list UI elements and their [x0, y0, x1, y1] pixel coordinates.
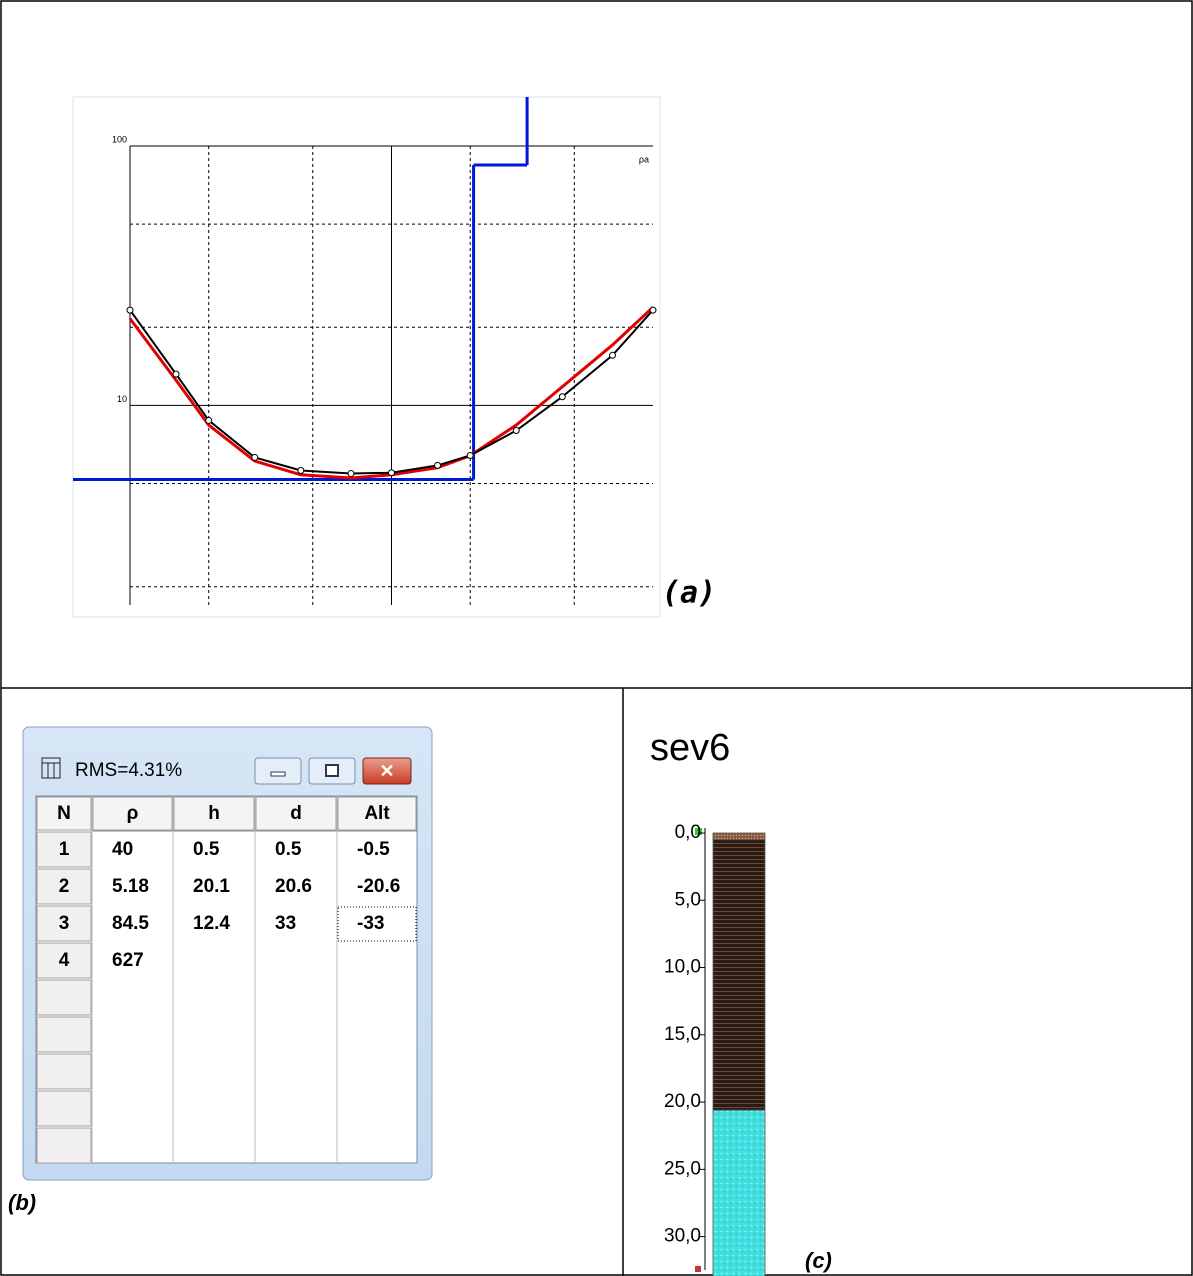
column-header-text: N: [57, 803, 71, 824]
data-point: [252, 454, 258, 460]
data-point: [127, 307, 133, 313]
cell: 33: [275, 913, 296, 934]
cell: 84.5: [112, 913, 149, 934]
row-header: [37, 1128, 91, 1163]
cell: 4: [59, 950, 70, 971]
cell: 40: [112, 839, 133, 860]
icon: ✕: [379, 761, 394, 781]
data-point: [389, 470, 395, 476]
layer: [713, 833, 765, 840]
panel-label: (c): [805, 1248, 832, 1273]
data-point: [609, 352, 615, 358]
y-tick-label: 0,0: [675, 822, 701, 843]
layer: [713, 840, 765, 1110]
window-title: RMS=4.31%: [75, 760, 182, 781]
data-point: [348, 471, 354, 477]
y-tick-label: 100: [112, 134, 127, 144]
y-tick-label: 10: [117, 394, 127, 404]
chart-c: sev6 0,0 5,0 10,0 15,0 20,0 25,0 30,0 (c): [650, 727, 832, 1276]
data-point: [513, 428, 519, 434]
panel: [73, 97, 660, 617]
cell: 1: [59, 839, 70, 860]
chart-title: sev6: [650, 727, 730, 769]
y-tick-label: 10,0: [664, 957, 701, 978]
data-point: [173, 371, 179, 377]
icon: [271, 772, 285, 776]
chart-a: 100 10 ρa (a): [51, 0, 716, 611]
cell: 0.5: [193, 839, 220, 860]
cell: 3: [59, 913, 70, 934]
cell: 12.4: [193, 913, 230, 934]
cell: 20.1: [193, 876, 230, 897]
data-point: [435, 462, 441, 468]
column-header-text: h: [208, 803, 220, 824]
cell: -33: [357, 913, 384, 934]
column-header-text: Alt: [364, 803, 390, 824]
data-point: [650, 307, 656, 313]
y-tick-label: 5,0: [675, 889, 701, 910]
icon: [326, 765, 338, 776]
row-header: [37, 1091, 91, 1126]
panel-label: (b): [8, 1190, 36, 1215]
data-point: [206, 417, 212, 423]
panel-label: (a): [662, 576, 716, 611]
axis-label: ρa: [639, 154, 649, 164]
cell: 5.18: [112, 876, 149, 897]
y-tick-label: 20,0: [664, 1091, 701, 1112]
cell: -20.6: [357, 876, 400, 897]
minimize-button[interactable]: [255, 758, 301, 784]
column-header-text: d: [290, 803, 302, 824]
y-tick-label: 15,0: [664, 1024, 701, 1045]
marker: [695, 1266, 701, 1272]
row-header: [37, 1017, 91, 1052]
model: [51, 0, 700, 479]
cell: -0.5: [357, 839, 390, 860]
data-point: [298, 468, 304, 474]
column-header-text: ρ: [127, 803, 139, 824]
cell: 627: [112, 950, 144, 971]
y-tick-label: 25,0: [664, 1158, 701, 1179]
layer: [713, 1110, 765, 1276]
row-header: [37, 980, 91, 1015]
y-tick-label: 30,0: [664, 1226, 701, 1247]
data-point: [559, 394, 565, 400]
data-point: [467, 452, 473, 458]
cell: 0.5: [275, 839, 302, 860]
cell: 20.6: [275, 876, 312, 897]
cell: 2: [59, 876, 70, 897]
row-header: [37, 1054, 91, 1089]
figure: 100 10 ρa (a) ✕ RMS=4.31% Nρ h d Alt 1 40 0.5 0.5 -0…: [0, 0, 1193, 1276]
